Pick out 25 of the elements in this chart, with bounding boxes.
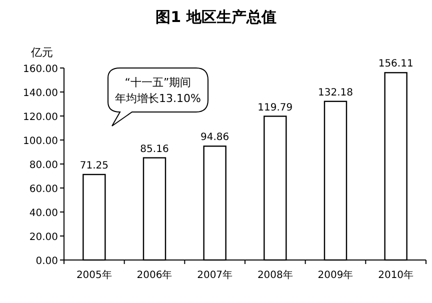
y-tick-label: 60.00 [29, 184, 58, 195]
x-tick-label: 2006年 [136, 269, 172, 281]
x-tick-label: 2005年 [76, 269, 112, 281]
annotation: 年均增长13.10% [115, 92, 201, 105]
y-tick-label: 140.00 [23, 88, 58, 99]
data-label: 119.79 [258, 102, 293, 114]
x-tick-label: 2009年 [318, 269, 354, 281]
data-label: 132.18 [318, 87, 353, 98]
y-tick-label: 160.00 [23, 64, 58, 75]
x-tick-label: 2007年 [197, 269, 233, 281]
y-tick-label: 120.00 [23, 112, 58, 123]
annotation: “十一五”期间 [124, 76, 192, 89]
y-tick-label: 0.00 [36, 256, 58, 267]
data-label: 156.11 [378, 58, 414, 70]
y-axis-title: 亿元 [30, 46, 53, 59]
data-label: 94.86 [200, 132, 230, 144]
y-tick-label: 80.00 [29, 160, 58, 171]
x-tick-label: 2008年 [257, 269, 293, 281]
y-tick-label: 100.00 [23, 136, 58, 147]
data-label: 85.16 [140, 144, 169, 155]
x-tick-label: 2010年 [378, 269, 414, 281]
y-tick-label: 40.00 [29, 208, 58, 219]
y-tick-label: 20.00 [29, 232, 58, 243]
chart-title: 图1 地区生产总值 [156, 8, 276, 26]
data-label: 71.25 [80, 160, 108, 172]
